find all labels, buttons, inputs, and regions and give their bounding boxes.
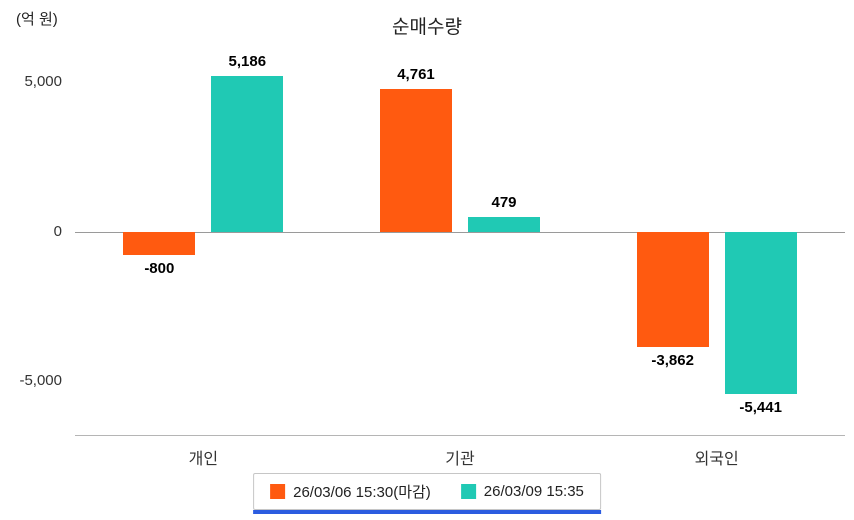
category-label-1: 개인: [188, 451, 219, 468]
bar-외국인-2: [724, 231, 797, 395]
zero-axis-line: [75, 231, 845, 233]
bar-기관-2: [468, 217, 540, 232]
plot-area: -800 5,186 4,761 479 -3,862 -5,441: [75, 53, 845, 436]
bar-개인-2: [211, 76, 284, 232]
bar-value-label: -5,441: [739, 399, 782, 417]
legend-series-name: 26/03/09 15:35: [483, 483, 584, 500]
bar-value-label: -800: [144, 260, 175, 278]
legend: 26/03/06 15:30(마감) 26/03/09 15:35: [253, 473, 601, 514]
y-tick-label: 0: [53, 222, 62, 240]
legend-swatch-icon: [270, 484, 286, 499]
y-axis-unit-label: (억 원): [16, 11, 58, 28]
bar-개인-1: [123, 231, 196, 256]
legend-item-2[interactable]: 26/03/09 15:35: [460, 483, 584, 500]
legend-item-1[interactable]: 26/03/06 15:30(마감): [270, 481, 431, 502]
legend-swatch-icon: [460, 484, 476, 499]
category-label-2: 기관: [445, 451, 475, 468]
bar-외국인-1: [636, 231, 709, 348]
bar-기관-1: [380, 89, 452, 232]
category-label-3: 외국인: [694, 451, 739, 468]
y-tick-label: 5,000: [24, 72, 62, 90]
legend-box: 26/03/06 15:30(마감) 26/03/09 15:35: [253, 473, 601, 510]
bar-value-label: 479: [491, 194, 517, 212]
legend-series-name: 26/03/06 15:30(마감): [293, 484, 431, 501]
bar-value-label: 5,186: [228, 53, 267, 71]
y-tick-label: -5,000: [19, 372, 62, 390]
legend-underline: [253, 510, 601, 514]
bar-value-label: 4,761: [397, 66, 435, 84]
chart-title: 순매수량: [392, 17, 462, 38]
bar-value-label: -3,862: [651, 352, 694, 370]
